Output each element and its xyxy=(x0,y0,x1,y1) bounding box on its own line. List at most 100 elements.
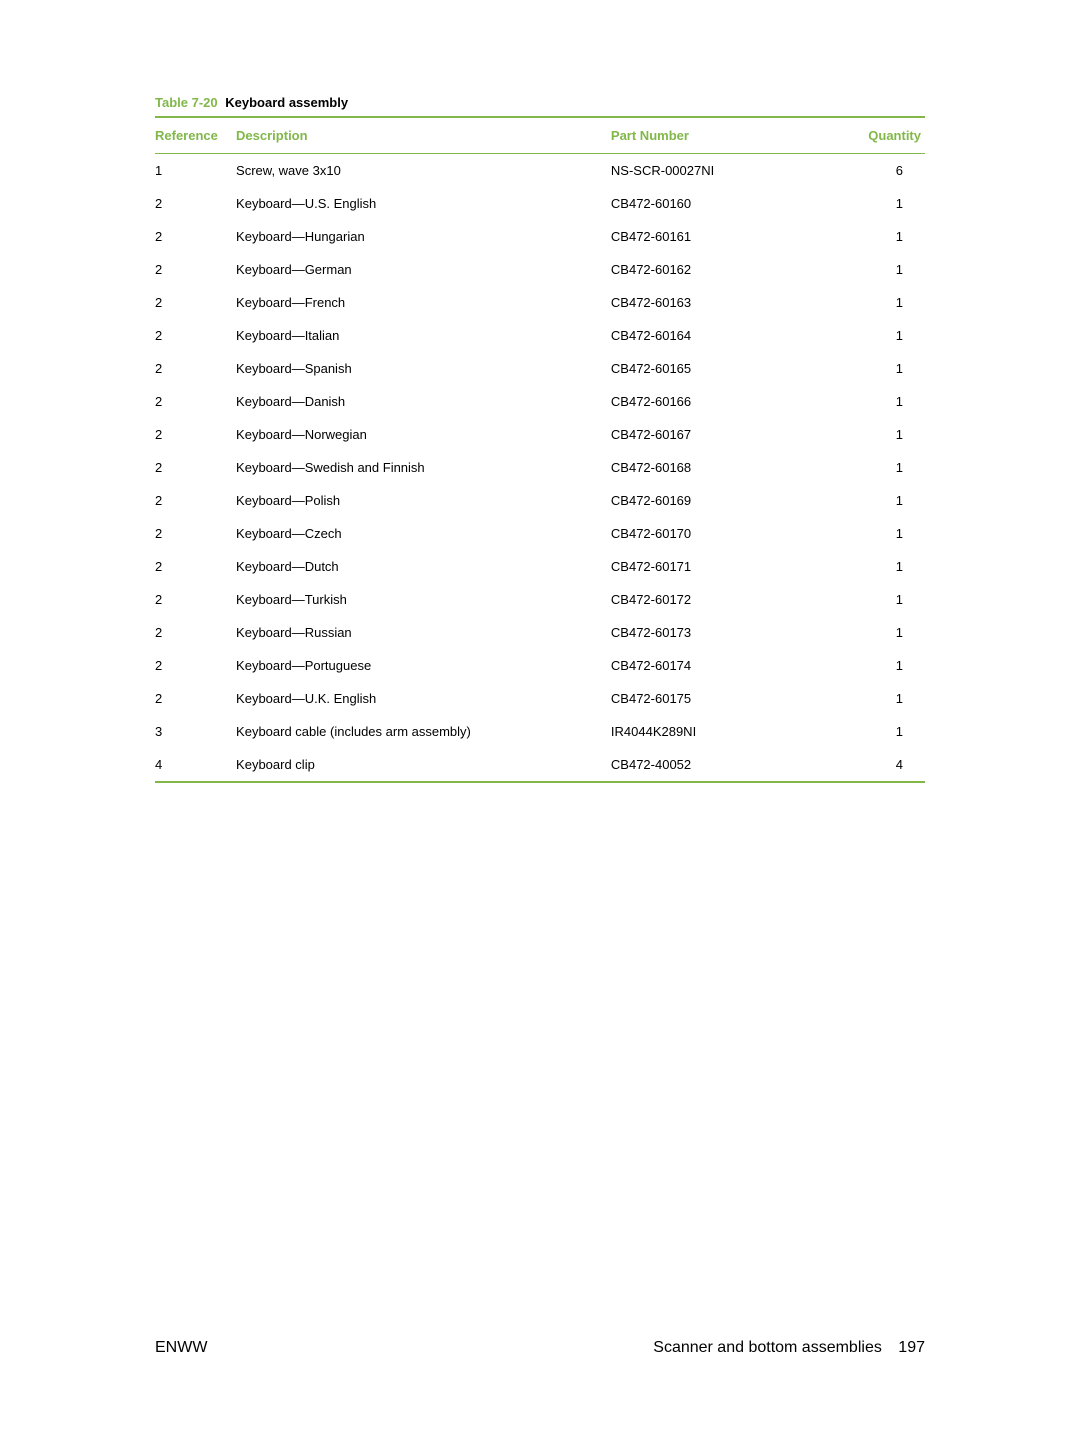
cell-reference: 2 xyxy=(155,682,236,715)
cell-description: Keyboard—Danish xyxy=(236,385,611,418)
cell-reference: 2 xyxy=(155,187,236,220)
col-header-reference: Reference xyxy=(155,117,236,154)
cell-part-number: CB472-60167 xyxy=(611,418,834,451)
cell-quantity: 1 xyxy=(834,187,925,220)
cell-quantity: 1 xyxy=(834,253,925,286)
cell-description: Keyboard—Czech xyxy=(236,517,611,550)
table-row: 1Screw, wave 3x10NS-SCR-00027NI6 xyxy=(155,154,925,188)
page-footer: ENWW Scanner and bottom assemblies 197 xyxy=(0,1339,1080,1357)
cell-part-number: CB472-60171 xyxy=(611,550,834,583)
cell-description: Keyboard—Dutch xyxy=(236,550,611,583)
cell-part-number: CB472-60160 xyxy=(611,187,834,220)
cell-quantity: 1 xyxy=(834,319,925,352)
cell-part-number: CB472-60169 xyxy=(611,484,834,517)
table-row: 2Keyboard—ItalianCB472-601641 xyxy=(155,319,925,352)
cell-quantity: 1 xyxy=(834,418,925,451)
cell-description: Keyboard—Hungarian xyxy=(236,220,611,253)
table-caption: Table 7-20 Keyboard assembly xyxy=(155,95,925,110)
cell-reference: 2 xyxy=(155,253,236,286)
cell-reference: 4 xyxy=(155,748,236,782)
table-row: 2Keyboard—SpanishCB472-601651 xyxy=(155,352,925,385)
cell-part-number: CB472-60173 xyxy=(611,616,834,649)
cell-description: Keyboard—Italian xyxy=(236,319,611,352)
cell-quantity: 1 xyxy=(834,715,925,748)
parts-table: Reference Description Part Number Quanti… xyxy=(155,116,925,783)
table-row: 4Keyboard clipCB472-400524 xyxy=(155,748,925,782)
cell-reference: 2 xyxy=(155,451,236,484)
cell-description: Keyboard—Polish xyxy=(236,484,611,517)
cell-description: Keyboard—Turkish xyxy=(236,583,611,616)
cell-part-number: CB472-60161 xyxy=(611,220,834,253)
footer-right: Scanner and bottom assemblies 197 xyxy=(653,1339,925,1357)
cell-quantity: 1 xyxy=(834,682,925,715)
table-caption-title: Keyboard assembly xyxy=(225,95,348,110)
table-row: 2Keyboard—Swedish and FinnishCB472-60168… xyxy=(155,451,925,484)
table-header: Reference Description Part Number Quanti… xyxy=(155,117,925,154)
cell-part-number: CB472-60162 xyxy=(611,253,834,286)
cell-reference: 2 xyxy=(155,649,236,682)
cell-quantity: 1 xyxy=(834,649,925,682)
footer-section-title: Scanner and bottom assemblies xyxy=(653,1339,882,1356)
cell-reference: 3 xyxy=(155,715,236,748)
cell-reference: 2 xyxy=(155,517,236,550)
cell-quantity: 6 xyxy=(834,154,925,188)
page-content: Table 7-20 Keyboard assembly Reference D… xyxy=(0,0,1080,783)
cell-part-number: CB472-60172 xyxy=(611,583,834,616)
cell-description: Keyboard—U.S. English xyxy=(236,187,611,220)
table-row: 2Keyboard—TurkishCB472-601721 xyxy=(155,583,925,616)
table-row: 2Keyboard—CzechCB472-601701 xyxy=(155,517,925,550)
cell-quantity: 1 xyxy=(834,220,925,253)
cell-quantity: 1 xyxy=(834,484,925,517)
cell-quantity: 1 xyxy=(834,517,925,550)
cell-part-number: CB472-60174 xyxy=(611,649,834,682)
cell-reference: 2 xyxy=(155,484,236,517)
table-row: 2Keyboard—NorwegianCB472-601671 xyxy=(155,418,925,451)
cell-quantity: 1 xyxy=(834,385,925,418)
table-row: 2Keyboard—DanishCB472-601661 xyxy=(155,385,925,418)
table-row: 2Keyboard—RussianCB472-601731 xyxy=(155,616,925,649)
cell-reference: 1 xyxy=(155,154,236,188)
table-row: 2Keyboard—PolishCB472-601691 xyxy=(155,484,925,517)
cell-quantity: 1 xyxy=(834,352,925,385)
cell-quantity: 1 xyxy=(834,583,925,616)
cell-part-number: CB472-40052 xyxy=(611,748,834,782)
cell-description: Keyboard—U.K. English xyxy=(236,682,611,715)
cell-part-number: CB472-60165 xyxy=(611,352,834,385)
cell-reference: 2 xyxy=(155,319,236,352)
cell-description: Screw, wave 3x10 xyxy=(236,154,611,188)
cell-quantity: 1 xyxy=(834,286,925,319)
cell-reference: 2 xyxy=(155,286,236,319)
table-row: 2Keyboard—PortugueseCB472-601741 xyxy=(155,649,925,682)
cell-reference: 2 xyxy=(155,352,236,385)
cell-part-number: CB472-60166 xyxy=(611,385,834,418)
col-header-part-number: Part Number xyxy=(611,117,834,154)
table-row: 2Keyboard—GermanCB472-601621 xyxy=(155,253,925,286)
footer-left: ENWW xyxy=(155,1339,207,1357)
cell-description: Keyboard—German xyxy=(236,253,611,286)
table-row: 2Keyboard—U.K. EnglishCB472-601751 xyxy=(155,682,925,715)
cell-reference: 2 xyxy=(155,550,236,583)
cell-description: Keyboard—Norwegian xyxy=(236,418,611,451)
col-header-quantity: Quantity xyxy=(834,117,925,154)
cell-description: Keyboard—Spanish xyxy=(236,352,611,385)
cell-part-number: IR4044K289NI xyxy=(611,715,834,748)
cell-part-number: CB472-60163 xyxy=(611,286,834,319)
cell-reference: 2 xyxy=(155,220,236,253)
cell-quantity: 1 xyxy=(834,550,925,583)
table-row: 3Keyboard cable (includes arm assembly)I… xyxy=(155,715,925,748)
cell-reference: 2 xyxy=(155,385,236,418)
table-caption-number: Table 7-20 xyxy=(155,95,218,110)
table-body: 1Screw, wave 3x10NS-SCR-00027NI62Keyboar… xyxy=(155,154,925,783)
cell-description: Keyboard—French xyxy=(236,286,611,319)
cell-part-number: CB472-60175 xyxy=(611,682,834,715)
cell-description: Keyboard cable (includes arm assembly) xyxy=(236,715,611,748)
cell-part-number: CB472-60168 xyxy=(611,451,834,484)
cell-description: Keyboard—Swedish and Finnish xyxy=(236,451,611,484)
cell-description: Keyboard—Portuguese xyxy=(236,649,611,682)
page-number: 197 xyxy=(898,1339,925,1356)
table-row: 2Keyboard—FrenchCB472-601631 xyxy=(155,286,925,319)
cell-reference: 2 xyxy=(155,418,236,451)
table-header-row: Reference Description Part Number Quanti… xyxy=(155,117,925,154)
col-header-description: Description xyxy=(236,117,611,154)
cell-description: Keyboard—Russian xyxy=(236,616,611,649)
